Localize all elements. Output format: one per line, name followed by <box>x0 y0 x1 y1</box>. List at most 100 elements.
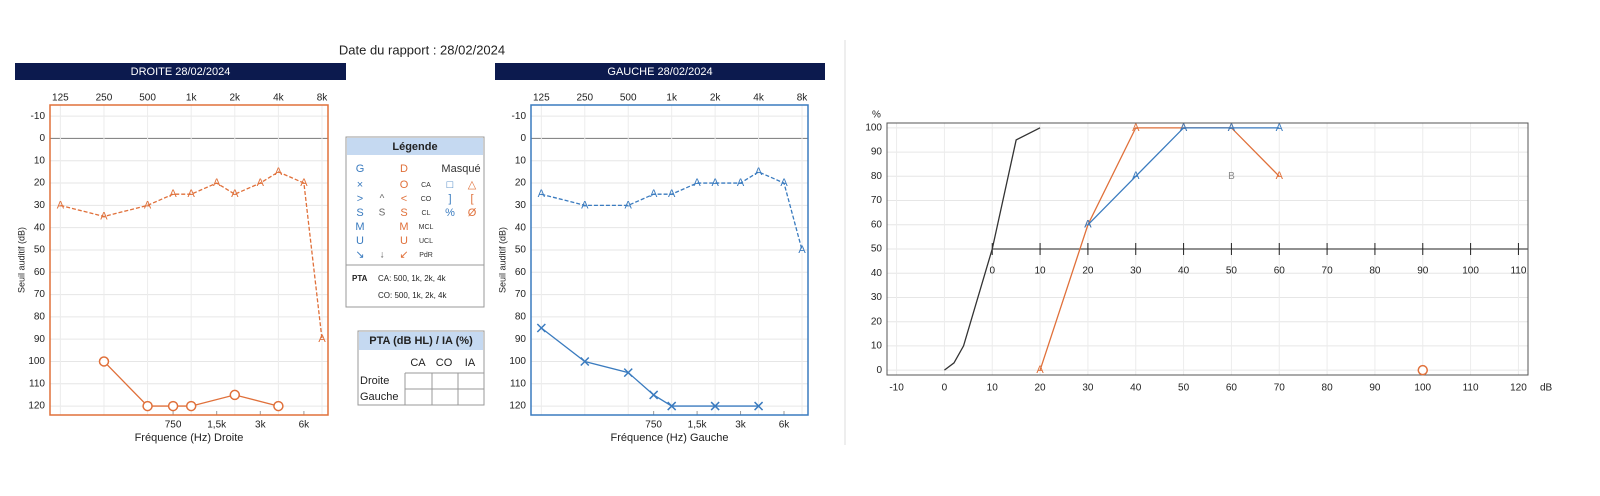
data-marker <box>229 389 241 401</box>
x-tick-label: 110 <box>1463 383 1479 394</box>
legend-header: Masqué <box>441 163 480 175</box>
legend-symbol: ] <box>448 193 451 205</box>
legend-symbol: Ø <box>468 207 477 219</box>
x-tick-label: 70 <box>1274 383 1286 394</box>
data-marker: A <box>650 188 658 200</box>
x-tick-label: 10 <box>987 383 999 394</box>
data-marker: A <box>213 177 221 189</box>
y-tick-label: 30 <box>34 200 46 211</box>
data-marker: A <box>231 188 239 200</box>
legend-symbol: S <box>400 207 407 219</box>
data-marker <box>580 356 590 367</box>
x-tick-label: 30 <box>1082 383 1094 394</box>
pta-table-row: Gauche <box>360 391 399 403</box>
x-tick-label: -10 <box>889 383 904 394</box>
x-tick-label: 80 <box>1322 383 1334 394</box>
x-tick-label: 1k <box>666 93 678 104</box>
y-tick-label: 110 <box>510 378 526 389</box>
x-tick-label: 500 <box>620 93 637 104</box>
x2-tick-label: 40 <box>1178 266 1190 277</box>
y-tick-label: 90 <box>34 334 46 345</box>
x-tick-label: 8k <box>317 93 329 104</box>
legend-symbol: CA <box>421 182 431 189</box>
data-marker: A <box>188 188 196 200</box>
data-marker: A <box>1276 122 1284 134</box>
series-line <box>1039 127 1280 371</box>
data-marker: A <box>625 199 633 211</box>
y-tick-label: 70 <box>34 289 46 300</box>
legend-header: D <box>400 163 408 175</box>
x-tick-label: 1,5k <box>207 420 227 431</box>
y-tick-label: 100 <box>509 356 526 367</box>
legend-symbol: CO <box>421 196 432 203</box>
data-marker: A <box>275 166 283 178</box>
y-tick-label: 90 <box>871 147 883 158</box>
x-tick-label: 120 <box>1510 383 1527 394</box>
x-tick-label: 8k <box>797 93 809 104</box>
series-line <box>60 171 323 340</box>
x2-tick-label: 10 <box>1035 266 1047 277</box>
x2-tick-label: 60 <box>1274 266 1286 277</box>
data-marker: A <box>538 188 546 200</box>
data-marker: A <box>668 188 676 200</box>
chart-title: GAUCHE 28/02/2024 <box>607 66 712 78</box>
x-tick-label: 750 <box>165 420 182 431</box>
data-marker: A <box>144 199 152 211</box>
x-tick-label: 20 <box>1035 383 1047 394</box>
report-date: Date du rapport : 28/02/2024 <box>339 42 505 57</box>
y-tick-label: 100 <box>865 122 882 133</box>
x-tick-label: 2k <box>230 93 242 104</box>
x-tick-label: 0 <box>942 383 948 394</box>
title-bar <box>15 63 346 80</box>
legend-symbol: ^ <box>380 194 385 205</box>
x-tick-label: 4k <box>753 93 765 104</box>
y-tick-label: 30 <box>871 292 883 303</box>
data-marker: A <box>100 210 108 222</box>
data-marker: A <box>169 188 177 200</box>
chart-title: DROITE 28/02/2024 <box>131 66 231 78</box>
y-tick-label: 100 <box>28 356 45 367</box>
x-tick-label: 4k <box>273 93 285 104</box>
y-tick-label: 20 <box>34 178 46 189</box>
data-marker: A <box>1036 364 1044 376</box>
x2-tick-label: 110 <box>1510 266 1526 277</box>
y-tick-label: 0 <box>520 133 526 144</box>
legend-title: Légende <box>392 141 437 153</box>
data-marker: A <box>780 177 788 189</box>
plot-frame <box>49 104 329 416</box>
y-tick-label: 0 <box>876 365 882 376</box>
x2-tick-label: 20 <box>1082 266 1094 277</box>
data-marker: A <box>57 199 65 211</box>
legend-symbol: % <box>445 207 455 219</box>
x-tick-label: 750 <box>645 420 662 431</box>
legend-symbol: □ <box>447 179 454 191</box>
data-marker: A <box>755 166 763 178</box>
data-marker <box>185 400 197 412</box>
pta-table-row: Droite <box>360 375 389 387</box>
legend-symbol: M <box>355 221 364 233</box>
plot-frame <box>886 122 1529 376</box>
data-marker: A <box>737 177 745 189</box>
x2-tick-label: 30 <box>1130 266 1142 277</box>
data-marker: A <box>798 244 806 256</box>
x2-tick-label: 90 <box>1417 266 1429 277</box>
x-axis-label: dB <box>1540 383 1553 394</box>
series-line <box>1087 127 1280 226</box>
legend-symbol: < <box>401 193 407 205</box>
data-marker <box>142 400 153 412</box>
y-tick-label: 80 <box>515 312 527 323</box>
data-marker: A <box>711 177 719 189</box>
title-bar <box>495 63 825 80</box>
legend-symbol: [ <box>470 193 473 205</box>
x-tick-label: 1,5k <box>688 420 708 431</box>
legend-symbol: ↙ <box>399 249 408 261</box>
x2-tick-label: 100 <box>1462 266 1479 277</box>
x-tick-label: 125 <box>533 93 550 104</box>
legend-symbol: × <box>357 179 363 191</box>
data-marker: A <box>1132 170 1140 182</box>
pta-table-grid <box>404 372 484 405</box>
data-marker: A <box>1228 122 1236 134</box>
y-tick-label: 10 <box>515 155 527 166</box>
y-tick-label: 20 <box>871 316 883 327</box>
